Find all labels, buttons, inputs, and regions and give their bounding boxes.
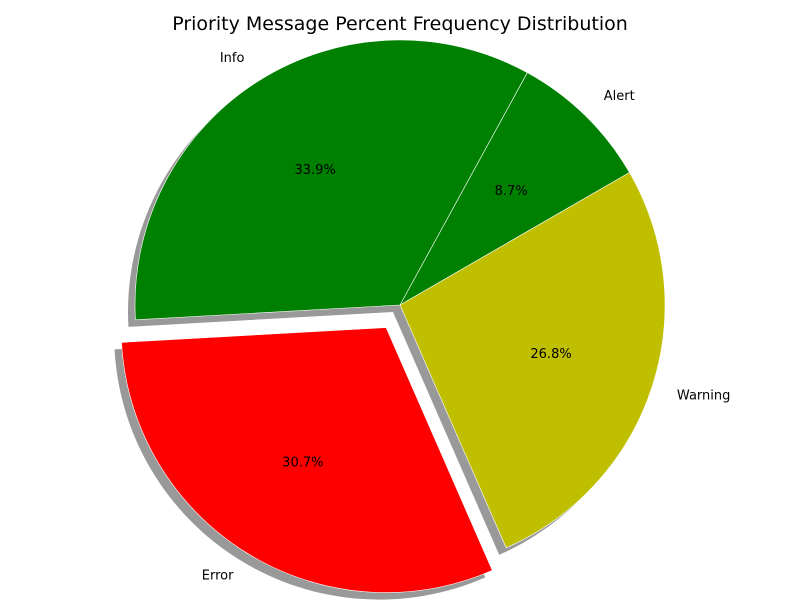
chart-title: Priority Message Percent Frequency Distr… <box>172 13 628 35</box>
percent-label-alert: 8.7% <box>495 184 528 199</box>
slice-error <box>121 327 493 593</box>
slice-info <box>134 39 528 321</box>
slice-warning <box>399 172 666 549</box>
pie-slices <box>121 39 666 593</box>
slice-label-error: Error <box>202 568 234 583</box>
slice-label-alert: Alert <box>604 89 635 104</box>
percent-label-error: 30.7% <box>282 456 323 471</box>
slice-label-warning: Warning <box>677 389 730 404</box>
slice-label-info: Info <box>220 51 245 66</box>
slice-labels: 8.7% Alert 33.9% Info 30.7% Error 26.8% Warning <box>202 51 731 583</box>
slice-alert <box>399 72 630 306</box>
percent-label-info: 33.9% <box>295 163 336 178</box>
percent-label-warning: 26.8% <box>530 347 571 362</box>
